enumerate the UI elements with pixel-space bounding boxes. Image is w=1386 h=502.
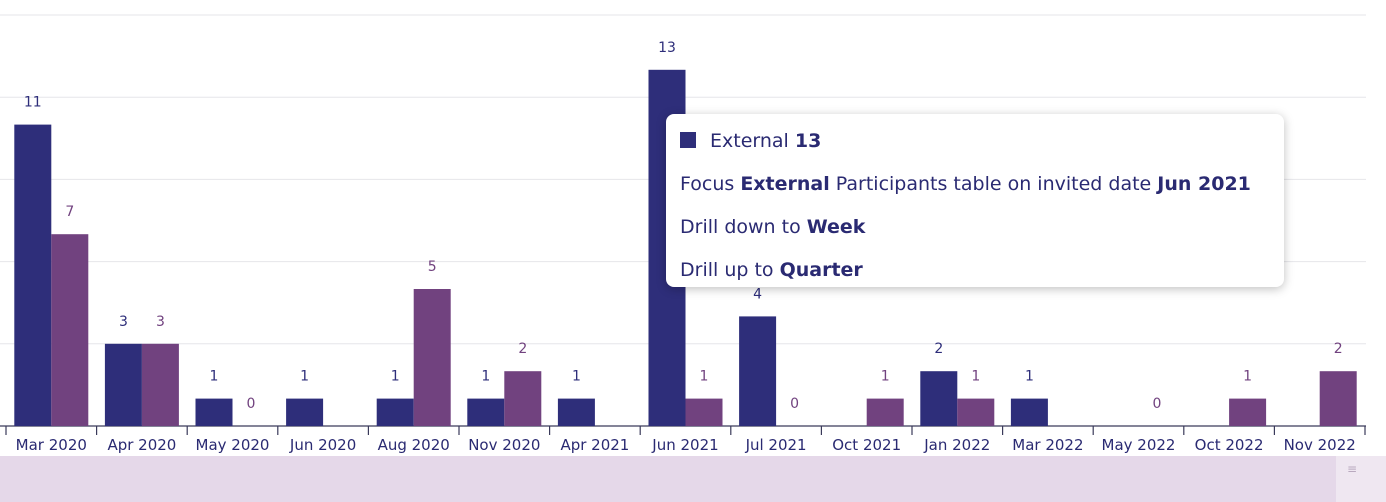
data-label: 1: [210, 369, 219, 385]
x-tick-label: Jun 2021: [651, 436, 718, 454]
data-label: 1: [481, 369, 490, 385]
data-label: 2: [518, 341, 527, 357]
data-label: 0: [247, 396, 256, 412]
bar[interactable]: [739, 316, 777, 426]
x-tick-label: May 2022: [1102, 436, 1176, 454]
data-label: 2: [934, 341, 943, 357]
data-label: 0: [790, 396, 799, 412]
drill-down-action[interactable]: Drill down to Week: [680, 206, 1270, 249]
x-tick-label: Jan 2022: [923, 436, 990, 454]
bar[interactable]: [286, 398, 324, 426]
data-label: 1: [572, 369, 581, 385]
data-label: 1: [1243, 369, 1252, 385]
focus-action-series: External: [740, 173, 830, 195]
x-tick-label: Mar 2020: [16, 436, 87, 454]
data-label: 1: [1025, 369, 1034, 385]
data-label: 1: [391, 369, 400, 385]
x-tick-label: Nov 2022: [1284, 436, 1356, 454]
bar[interactable]: [1319, 371, 1357, 426]
bar[interactable]: [557, 398, 595, 426]
focus-action-date: Jun 2021: [1157, 173, 1251, 195]
grip-icon[interactable]: ≡: [1346, 462, 1358, 476]
bar[interactable]: [1229, 398, 1267, 426]
bar[interactable]: [376, 398, 414, 426]
tooltip-series-value: 13: [794, 130, 822, 152]
data-label: 3: [119, 314, 128, 330]
tooltip-series-name: External: [710, 130, 789, 152]
bar[interactable]: [141, 343, 179, 426]
drill-up-level: Quarter: [779, 259, 863, 281]
bar[interactable]: [413, 289, 451, 426]
tooltip-series-row: External 13: [680, 120, 1270, 163]
x-tick-label: Apr 2020: [107, 436, 176, 454]
data-label: 1: [700, 369, 709, 385]
x-tick-label: Oct 2022: [1195, 436, 1264, 454]
bar[interactable]: [957, 398, 995, 426]
drill-up-prefix: Drill up to: [680, 259, 780, 281]
bar[interactable]: [51, 234, 89, 426]
x-tick-label: Jul 2021: [745, 436, 807, 454]
x-tick-label: Aug 2020: [378, 436, 450, 454]
x-tick-label: Apr 2021: [560, 436, 629, 454]
chart-tooltip: External 13 Focus External Participants …: [666, 114, 1284, 287]
x-tick-label: Oct 2021: [832, 436, 901, 454]
x-tick-label: Nov 2020: [468, 436, 540, 454]
data-label: 1: [971, 369, 980, 385]
bar[interactable]: [866, 398, 904, 426]
x-tick-label: Jun 2020: [289, 436, 356, 454]
drill-down-level: Week: [806, 216, 866, 238]
legend-swatch-icon: [680, 132, 696, 148]
x-tick-label: Mar 2022: [1012, 436, 1083, 454]
bar[interactable]: [920, 371, 958, 426]
data-label: 13: [658, 40, 676, 56]
data-label: 4: [753, 286, 762, 302]
bar[interactable]: [504, 371, 542, 426]
bar[interactable]: [104, 343, 142, 426]
data-label: 11: [24, 95, 42, 111]
bar[interactable]: [195, 398, 233, 426]
scrollbar-corner: [1336, 456, 1386, 502]
data-label: 5: [428, 259, 437, 275]
data-label: 1: [881, 369, 890, 385]
focus-action[interactable]: Focus External Participants table on inv…: [680, 163, 1270, 206]
data-label: 0: [1153, 396, 1162, 412]
drill-down-prefix: Drill down to: [680, 216, 807, 238]
focus-action-prefix: Focus: [680, 173, 741, 195]
data-label: 7: [65, 204, 74, 220]
x-tick-label: May 2020: [196, 436, 270, 454]
bar[interactable]: [685, 398, 723, 426]
bar[interactable]: [467, 398, 505, 426]
focus-action-middle: Participants table on invited date: [829, 173, 1158, 195]
bar[interactable]: [1010, 398, 1048, 426]
data-label: 1: [300, 369, 309, 385]
data-label: 2: [1334, 341, 1343, 357]
drill-up-action[interactable]: Drill up to Quarter: [680, 249, 1270, 292]
bar[interactable]: [14, 124, 52, 426]
data-label: 3: [156, 314, 165, 330]
horizontal-scrollbar-track[interactable]: [0, 456, 1336, 502]
